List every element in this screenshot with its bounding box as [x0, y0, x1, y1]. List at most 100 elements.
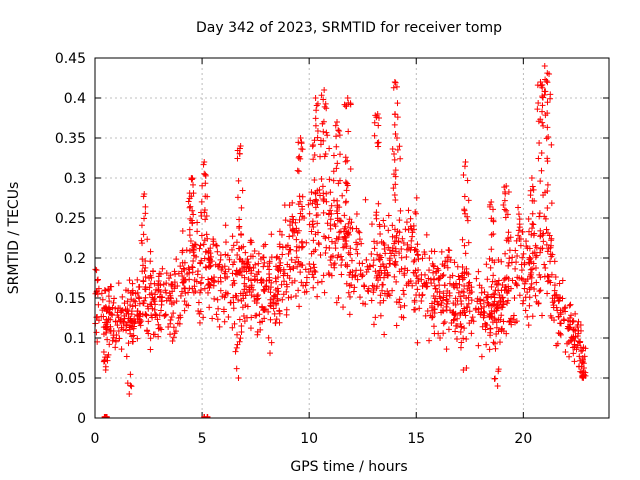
data-point	[177, 292, 184, 299]
data-point	[396, 143, 403, 150]
data-point	[503, 284, 510, 291]
data-point	[328, 253, 335, 260]
data-point	[320, 128, 327, 135]
data-point	[314, 128, 321, 135]
data-point	[231, 280, 238, 287]
data-point	[201, 285, 208, 292]
data-point	[230, 305, 237, 312]
data-point	[498, 312, 505, 319]
data-point	[307, 265, 314, 272]
data-point	[306, 221, 313, 228]
data-point	[95, 317, 102, 324]
data-point	[257, 255, 264, 262]
data-point	[403, 282, 410, 289]
data-point	[368, 297, 375, 304]
data-point	[230, 242, 237, 249]
data-point	[145, 330, 152, 337]
y-tick-label: 0	[77, 411, 86, 427]
data-point	[274, 285, 281, 292]
data-point	[116, 335, 123, 342]
data-point	[435, 301, 442, 308]
data-point	[327, 257, 334, 264]
data-point	[544, 110, 551, 117]
data-point	[244, 303, 251, 310]
data-point	[134, 335, 141, 342]
data-point	[299, 193, 306, 200]
data-point	[285, 294, 292, 301]
data-point	[262, 241, 269, 248]
data-point	[544, 124, 551, 131]
data-point	[233, 365, 240, 372]
data-point	[332, 122, 339, 129]
data-point	[138, 237, 145, 244]
data-point	[412, 210, 419, 217]
data-point	[392, 248, 399, 255]
data-point	[190, 246, 197, 253]
data-point	[268, 339, 275, 346]
data-point	[293, 236, 300, 243]
data-point	[520, 250, 527, 257]
data-point	[229, 270, 236, 277]
data-point	[372, 314, 379, 321]
data-point	[213, 311, 220, 318]
data-point	[305, 201, 312, 208]
data-point	[555, 329, 562, 336]
data-point	[572, 310, 579, 317]
data-point	[383, 264, 390, 271]
data-point	[289, 227, 296, 234]
data-point	[463, 270, 470, 277]
data-point	[440, 330, 447, 337]
data-point	[224, 252, 231, 259]
data-point	[119, 293, 126, 300]
data-point	[524, 313, 531, 320]
data-point	[445, 326, 452, 333]
data-point	[313, 107, 320, 114]
data-point	[263, 282, 270, 289]
data-point	[458, 272, 465, 279]
data-point	[295, 168, 302, 175]
data-point	[123, 353, 130, 360]
data-point	[393, 278, 400, 285]
data-point	[95, 285, 102, 292]
data-point	[251, 293, 258, 300]
data-point	[454, 284, 461, 291]
data-point	[449, 272, 456, 279]
data-point	[320, 209, 327, 216]
data-point	[189, 263, 196, 270]
data-point	[524, 276, 531, 283]
data-point	[394, 114, 401, 121]
data-point	[267, 316, 274, 323]
data-point	[510, 312, 517, 319]
data-point	[151, 331, 158, 338]
data-point	[102, 354, 109, 361]
data-point	[513, 259, 520, 266]
data-point	[331, 264, 338, 271]
data-point	[171, 285, 178, 292]
data-point	[333, 143, 340, 150]
data-point	[451, 312, 458, 319]
data-point	[359, 260, 366, 267]
data-point	[426, 337, 433, 344]
data-point	[571, 358, 578, 365]
data-point	[286, 233, 293, 240]
data-point	[277, 268, 284, 275]
data-point	[297, 210, 304, 217]
data-point	[405, 207, 412, 214]
data-point	[155, 325, 162, 332]
data-point	[103, 414, 110, 418]
data-point	[405, 226, 412, 233]
data-point	[143, 327, 150, 334]
data-point	[399, 235, 406, 242]
data-point	[548, 271, 555, 278]
data-point	[377, 299, 384, 306]
data-point	[544, 278, 551, 285]
data-point	[371, 119, 378, 126]
data-point	[344, 182, 351, 189]
data-point	[324, 132, 331, 139]
data-point	[102, 367, 109, 373]
data-point	[155, 287, 162, 294]
data-point	[210, 282, 217, 289]
data-point	[186, 276, 193, 283]
data-point	[323, 129, 330, 136]
